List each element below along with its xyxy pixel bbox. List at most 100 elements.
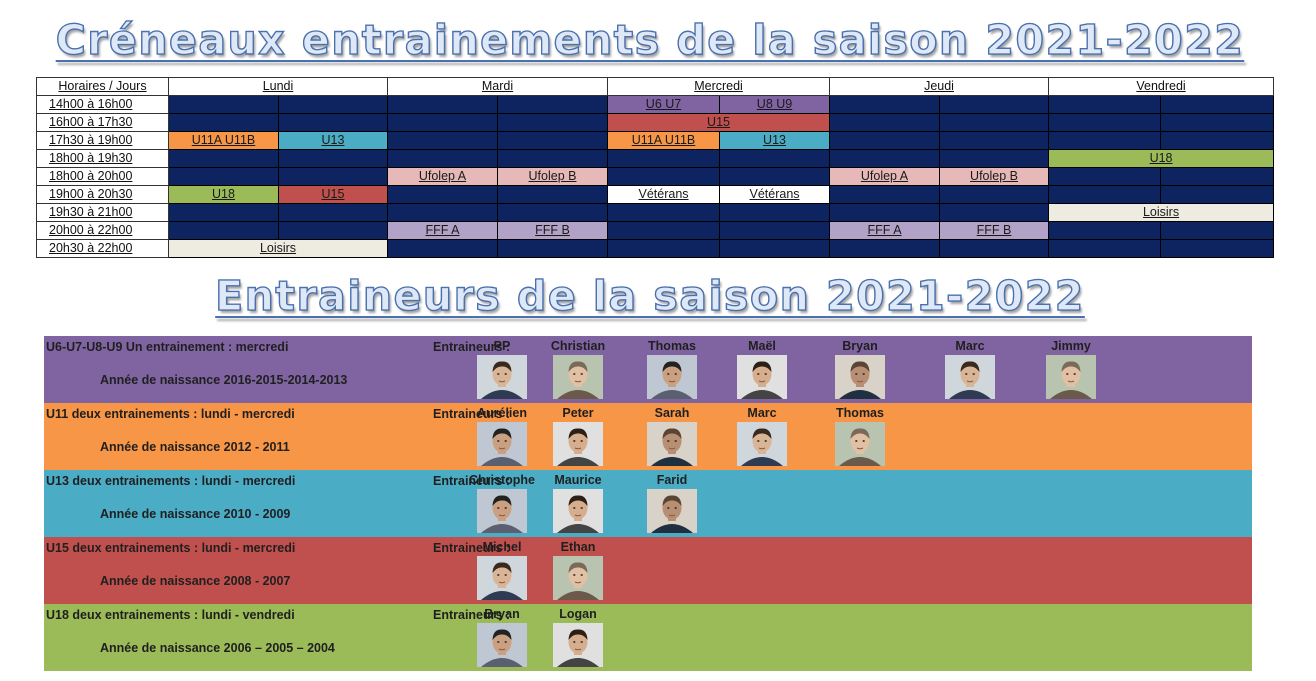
day-header-vendredi: Vendredi xyxy=(1048,77,1275,96)
schedule-empty-cell xyxy=(829,149,941,168)
coach-card: Michel xyxy=(458,540,546,600)
coach-name: Michel xyxy=(482,540,522,554)
coach-photo xyxy=(477,556,527,600)
coach-card: Logan xyxy=(534,607,622,667)
coach-card: Bryan xyxy=(816,339,904,399)
schedule-empty-cell xyxy=(607,221,721,240)
birth-years: Année de naissance 2012 - 2011 xyxy=(100,440,290,454)
coach-photo xyxy=(1046,355,1096,399)
coach-card: Christian xyxy=(534,339,622,399)
schedule-session-cell: Loisirs xyxy=(1048,203,1275,222)
schedule-empty-cell xyxy=(387,149,498,168)
coach-group-band: U6-U7-U8-U9 Un entrainement : mercredi An… xyxy=(44,336,1252,403)
time-slot-label: 19h00 à 20h30 xyxy=(36,185,169,204)
birth-years: Année de naissance 2006 – 2005 – 2004 xyxy=(100,641,335,655)
coach-photo xyxy=(553,623,603,667)
coaches-label: Entraineurs : xyxy=(433,608,511,622)
schedule-row: 18h00 à 20h00 Ufolep A Ufolep B Ufolep A Ufo… xyxy=(36,167,1275,186)
schedule-empty-cell xyxy=(719,203,831,222)
coach-name: Christian xyxy=(550,339,606,353)
coach-name: Maurice xyxy=(554,473,602,487)
coach-card: Thomas xyxy=(816,406,904,466)
schedule-row: 20h30 à 22h00 Loisirs xyxy=(36,239,1275,258)
schedule-row: 19h30 à 21h00 Loisirs xyxy=(36,203,1275,222)
schedule-empty-cell xyxy=(829,113,941,132)
schedule-empty-cell xyxy=(1160,239,1275,258)
coach-card: Maël xyxy=(718,339,806,399)
coach-name: Maël xyxy=(748,339,776,353)
schedule-empty-cell xyxy=(496,239,609,258)
coaches-label: Entraineurs : xyxy=(433,407,511,421)
coach-photo xyxy=(737,422,787,466)
coaches-label: Entraineurs : xyxy=(433,541,511,555)
schedule-empty-cell xyxy=(719,221,831,240)
coach-photo xyxy=(737,355,787,399)
schedule-session-cell: Ufolep B xyxy=(496,167,609,186)
schedule-empty-cell xyxy=(829,239,941,258)
group-title: U11 deux entrainements : lundi - mercred… xyxy=(46,407,295,421)
schedule-empty-cell xyxy=(1160,131,1275,150)
coach-photo xyxy=(553,489,603,533)
coach-name: Peter xyxy=(562,406,594,420)
schedule-session-cell: U6 U7 xyxy=(607,95,721,114)
schedule-row: 19h00 à 20h30 U18 U15 Vétérans Vétérans xyxy=(36,185,1275,204)
coach-card: Thomas xyxy=(628,339,716,399)
coach-name: Ethan xyxy=(560,540,596,554)
schedule-empty-cell xyxy=(607,149,721,168)
coach-name: Thomas xyxy=(648,339,696,353)
schedule-row: 16h00 à 17h30 U15 xyxy=(36,113,1275,132)
schedule-empty-cell xyxy=(719,167,831,186)
schedule-session-cell: U8 U9 xyxy=(719,95,831,114)
schedule-row: 17h30 à 19h00 U11A U11B U13 U11A U11B U13 xyxy=(36,131,1275,150)
coach-card: Marc xyxy=(718,406,806,466)
schedule-title: Créneaux entrainements de la saison 2021… xyxy=(55,15,1245,64)
schedule-empty-cell xyxy=(939,239,1050,258)
schedule-session-cell: Loisirs xyxy=(168,239,388,258)
coach-photo xyxy=(477,623,527,667)
schedule-empty-cell xyxy=(1048,167,1162,186)
time-slot-label: 20h30 à 22h00 xyxy=(36,239,169,258)
schedule-empty-cell xyxy=(607,239,721,258)
day-header-mercredi: Mercredi xyxy=(607,77,831,96)
coach-photo xyxy=(477,422,527,466)
schedule-header-row: Horaires / Jours Lundi Mardi Mercredi Je… xyxy=(36,77,1275,96)
schedule-empty-cell xyxy=(278,95,388,114)
schedule-empty-cell xyxy=(278,149,388,168)
schedule-empty-cell xyxy=(496,131,609,150)
coaches-label: Entraineurs : xyxy=(433,474,511,488)
coach-card: Aurélien xyxy=(458,406,546,466)
schedule-session-cell: FFF A xyxy=(387,221,498,240)
coach-photo xyxy=(647,355,697,399)
schedule-empty-cell xyxy=(387,113,498,132)
coach-card: PP xyxy=(458,339,546,399)
schedule-empty-cell xyxy=(387,131,498,150)
schedule-empty-cell xyxy=(278,113,388,132)
time-slot-label: 17h30 à 19h00 xyxy=(36,131,169,150)
schedule-empty-cell xyxy=(1048,95,1162,114)
coach-photo xyxy=(835,422,885,466)
schedule-empty-cell xyxy=(168,113,279,132)
schedule-empty-cell xyxy=(939,203,1050,222)
schedule-empty-cell xyxy=(1048,131,1162,150)
schedule-body: 14h00 à 16h00 U6 U7 U8 U9 16h00 à 17h30 U15 1… xyxy=(36,95,1275,258)
schedule-empty-cell xyxy=(939,95,1050,114)
schedule-session-cell: U18 xyxy=(168,185,279,204)
schedule-session-cell: FFF B xyxy=(496,221,609,240)
day-header-lundi: Lundi xyxy=(168,77,388,96)
schedule-session-cell: Vétérans xyxy=(719,185,831,204)
time-slot-label: 18h00 à 20h00 xyxy=(36,167,169,186)
schedule-session-cell: Ufolep A xyxy=(829,167,941,186)
coaches-section: U6-U7-U8-U9 Un entrainement : mercredi An… xyxy=(44,336,1252,671)
schedule-session-cell: U15 xyxy=(607,113,831,132)
day-header-jeudi: Jeudi xyxy=(829,77,1050,96)
coach-photo xyxy=(835,355,885,399)
coach-name: Jimmy xyxy=(1051,339,1091,353)
schedule-empty-cell xyxy=(387,239,498,258)
schedule-empty-cell xyxy=(719,239,831,258)
schedule-empty-cell xyxy=(168,95,279,114)
coach-photo xyxy=(945,355,995,399)
coach-photo xyxy=(647,489,697,533)
schedule-empty-cell xyxy=(607,203,721,222)
coach-name: Bryan xyxy=(484,607,520,621)
schedule-empty-cell xyxy=(719,149,831,168)
